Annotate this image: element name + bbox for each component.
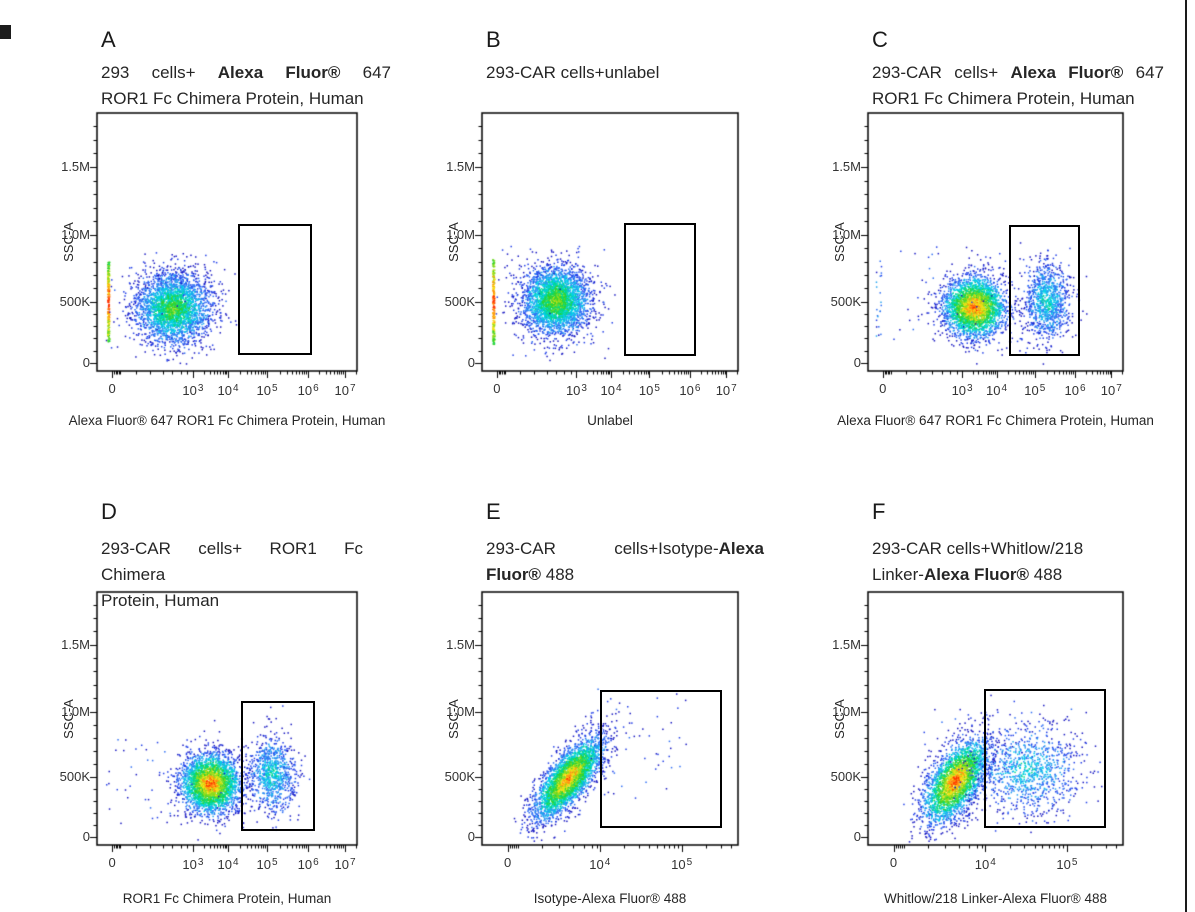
y-tick-label: 500K bbox=[444, 769, 475, 785]
gate-rectangle-C bbox=[1009, 224, 1080, 357]
y-tick-label: 1.5M bbox=[61, 636, 90, 652]
y-tick-label: 0 bbox=[811, 355, 861, 370]
y-tick-label: 0 bbox=[425, 829, 475, 844]
gate-rectangle-B bbox=[624, 223, 696, 356]
x-tick-label: 105 bbox=[638, 383, 660, 398]
y-tick-label: 0 bbox=[811, 829, 861, 844]
x-axis-label-A: Alexa Fluor® 647 ROR1 Fc Chimera Protein… bbox=[68, 413, 386, 428]
scatter-plot-canvas-F bbox=[856, 586, 1135, 855]
y-tick-label: 1.5M bbox=[832, 158, 861, 174]
x-tick-label: 104 bbox=[986, 383, 1008, 398]
y-tick-label: 0 bbox=[40, 829, 90, 844]
x-tick-label: 107 bbox=[1100, 383, 1122, 398]
x-tick-label: 107 bbox=[715, 383, 737, 398]
x-tick-label: 105 bbox=[1056, 857, 1078, 872]
x-tick-label: 107 bbox=[334, 857, 356, 872]
y-tick-label: 0 bbox=[40, 355, 90, 370]
x-tick-label: 106 bbox=[1064, 383, 1086, 398]
x-tick-label: 104 bbox=[974, 857, 996, 872]
y-tick-label: 0 bbox=[425, 355, 475, 370]
y-tick-label: 1.0M bbox=[446, 703, 475, 719]
scatter-plot-canvas-B bbox=[470, 107, 750, 381]
corner-artifact-mark bbox=[0, 25, 11, 39]
panel-title-line: 293-CAR cells+ ROR1 Fc Chimera bbox=[101, 539, 363, 584]
y-tick-label: 1.0M bbox=[446, 227, 475, 243]
x-tick-label: 103 bbox=[182, 383, 204, 398]
panel-letter-C: C bbox=[872, 27, 888, 52]
x-tick-label: 0 bbox=[493, 381, 501, 396]
scatter-plot-canvas-A bbox=[85, 107, 369, 381]
y-tick-label: 1.5M bbox=[61, 158, 90, 174]
y-tick-label: 1.5M bbox=[446, 158, 475, 174]
panel-title-line: 293-CAR cells+ Alexa Fluor® 647 bbox=[872, 63, 1164, 82]
gate-rectangle-E bbox=[600, 689, 723, 829]
y-tick-label: 500K bbox=[830, 769, 861, 785]
gate-rectangle-D bbox=[240, 701, 315, 832]
panel-title-line: 293-CAR cells+Isotype-Alexa bbox=[486, 539, 764, 558]
panel-title-A: 293 cells+ Alexa Fluor® 647 ROR1 Fc Chime… bbox=[101, 60, 391, 112]
y-tick-label: 500K bbox=[59, 769, 90, 785]
y-tick-label: 1.0M bbox=[61, 703, 90, 719]
panel-title-line: 293-CAR cells+unlabel bbox=[486, 63, 660, 82]
panel-title-F: 293-CAR cells+Whitlow/218 Linker-Alexa Fl… bbox=[872, 536, 1130, 588]
x-axis-label-E: Isotype-Alexa Fluor® 488 bbox=[533, 891, 687, 906]
x-tick-label: 104 bbox=[217, 857, 239, 872]
panel-title-line: Linker-Alexa Fluor® 488 bbox=[872, 565, 1063, 584]
panel-title-line: ROR1 Fc Chimera Protein, Human bbox=[872, 89, 1135, 108]
x-tick-label: 106 bbox=[297, 857, 319, 872]
y-tick-label: 500K bbox=[830, 293, 861, 309]
scatter-plot-canvas-E bbox=[470, 586, 750, 855]
panel-title-E: 293-CAR cells+Isotype-Alexa Fluor® 488 bbox=[486, 536, 764, 588]
panel-title-line: 293 cells+ Alexa Fluor® 647 bbox=[101, 63, 392, 82]
x-tick-label: 106 bbox=[679, 383, 701, 398]
panel-title-line: Fluor® 488 bbox=[486, 565, 575, 584]
x-tick-label: 105 bbox=[256, 383, 278, 398]
x-tick-label: 104 bbox=[600, 383, 622, 398]
x-axis-label-C: Alexa Fluor® 647 ROR1 Fc Chimera Protein… bbox=[837, 413, 1154, 428]
x-tick-label: 105 bbox=[1024, 383, 1046, 398]
panel-letter-E: E bbox=[486, 499, 501, 524]
y-tick-label: 1.0M bbox=[61, 227, 90, 243]
x-tick-label: 103 bbox=[951, 383, 973, 398]
x-tick-label: 107 bbox=[334, 383, 356, 398]
x-tick-label: 103 bbox=[182, 857, 204, 872]
scatter-plot-canvas-C bbox=[856, 107, 1135, 381]
x-axis-label-B: Unlabel bbox=[587, 413, 633, 428]
right-border-line bbox=[1185, 0, 1187, 912]
panel-title-C: 293-CAR cells+ Alexa Fluor® 647 ROR1 Fc C… bbox=[872, 60, 1164, 112]
y-tick-label: 1.0M bbox=[832, 703, 861, 719]
x-tick-label: 106 bbox=[297, 383, 319, 398]
y-tick-label: 1.0M bbox=[832, 227, 861, 243]
x-tick-label: 105 bbox=[256, 857, 278, 872]
x-tick-label: 0 bbox=[503, 855, 512, 870]
x-tick-label: 104 bbox=[217, 383, 239, 398]
x-tick-label: 0 bbox=[108, 855, 116, 870]
y-tick-label: 500K bbox=[444, 293, 475, 309]
scatter-plot-canvas-D bbox=[85, 586, 369, 855]
y-tick-label: 1.5M bbox=[446, 636, 475, 652]
x-tick-label: 0 bbox=[108, 381, 116, 396]
x-tick-label: 105 bbox=[671, 857, 693, 872]
panel-letter-A: A bbox=[101, 27, 116, 52]
x-axis-label-D: ROR1 Fc Chimera Protein, Human bbox=[122, 891, 332, 906]
panel-title-B: 293-CAR cells+unlabel bbox=[486, 60, 786, 86]
y-tick-label: 1.5M bbox=[832, 636, 861, 652]
panel-letter-F: F bbox=[872, 499, 886, 524]
panel-title-line: ROR1 Fc Chimera Protein, Human bbox=[101, 89, 364, 108]
panel-letter-B: B bbox=[486, 27, 501, 52]
x-tick-label: 104 bbox=[589, 857, 611, 872]
y-tick-label: 500K bbox=[59, 293, 90, 309]
panel-title-line: 293-CAR cells+Whitlow/218 bbox=[872, 539, 1084, 558]
x-tick-label: 0 bbox=[889, 855, 898, 870]
x-tick-label: 103 bbox=[565, 383, 587, 398]
panel-letter-D: D bbox=[101, 499, 117, 524]
gate-rectangle-A bbox=[237, 223, 312, 355]
x-axis-label-F: Whitlow/218 Linker-Alexa Fluor® 488 bbox=[883, 891, 1108, 906]
x-tick-label: 0 bbox=[879, 381, 887, 396]
gate-rectangle-F bbox=[984, 688, 1106, 829]
